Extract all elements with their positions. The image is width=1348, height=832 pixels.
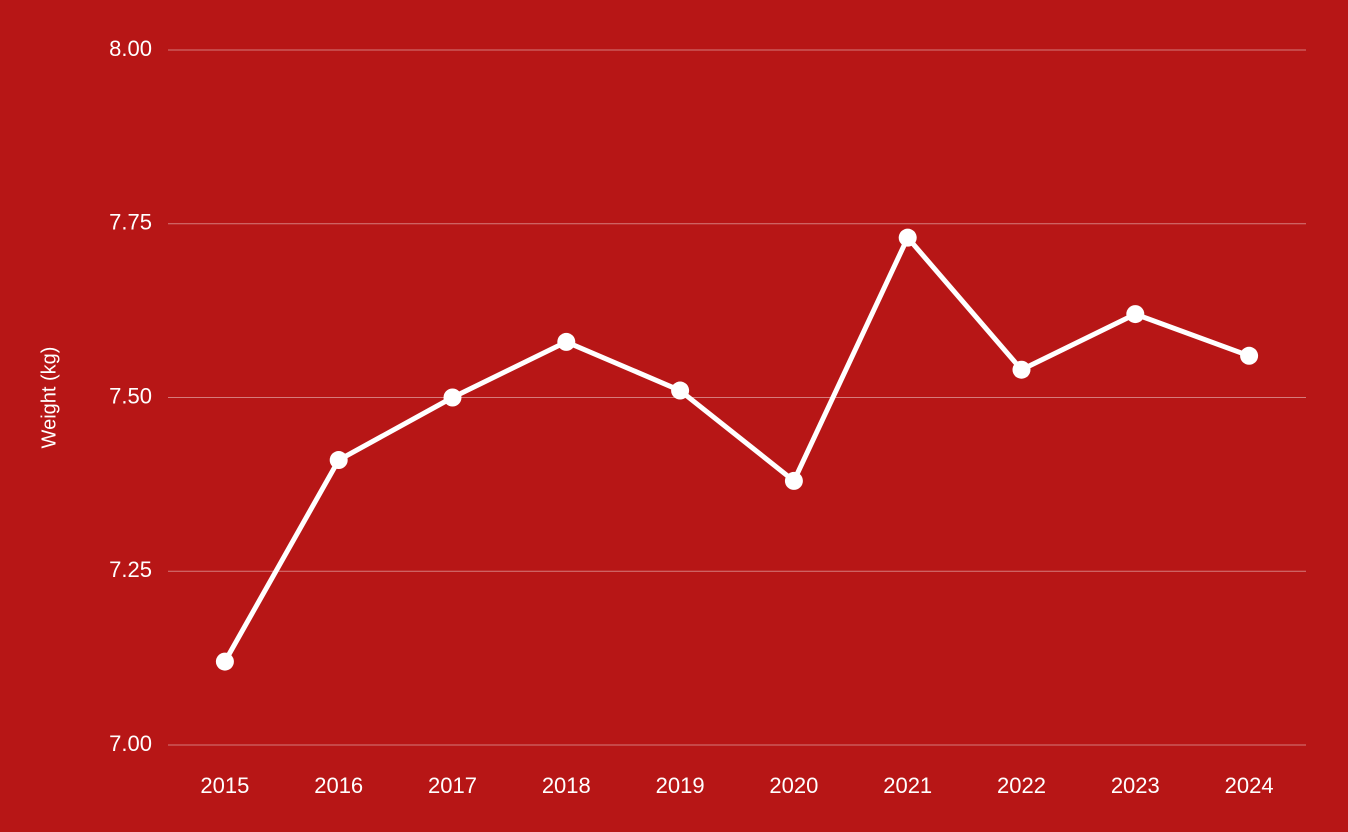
data-point — [1240, 347, 1258, 365]
x-tick-label: 2024 — [1225, 773, 1274, 798]
y-tick-label: 7.25 — [109, 557, 152, 582]
chart-svg: 7.00 7.25 7.50 7.75 8.00 2015 2016 2017 2018 2019… — [0, 0, 1348, 832]
x-tick-label: 2017 — [428, 773, 477, 798]
y-tick-label: 7.00 — [109, 731, 152, 756]
data-point — [1013, 361, 1031, 379]
data-point — [785, 472, 803, 490]
data-point — [216, 653, 234, 671]
y-tick-label: 8.00 — [109, 36, 152, 61]
x-tick-label: 2016 — [314, 773, 363, 798]
x-tick-label: 2020 — [769, 773, 818, 798]
y-axis-label: Weight (kg) — [38, 347, 60, 449]
y-tick-label: 7.50 — [109, 383, 152, 408]
y-tick-label: 7.75 — [109, 210, 152, 235]
line-chart: 7.00 7.25 7.50 7.75 8.00 2015 2016 2017 2018 2019… — [0, 0, 1348, 832]
data-point — [444, 389, 462, 407]
x-tick-label: 2023 — [1111, 773, 1160, 798]
data-point — [671, 382, 689, 400]
x-tick-label: 2021 — [883, 773, 932, 798]
data-point — [899, 229, 917, 247]
x-tick-label: 2019 — [656, 773, 705, 798]
data-point — [557, 333, 575, 351]
x-tick-label: 2022 — [997, 773, 1046, 798]
x-tick-label: 2015 — [200, 773, 249, 798]
x-tick-label: 2018 — [542, 773, 591, 798]
chart-background — [0, 0, 1348, 832]
data-point — [1126, 305, 1144, 323]
data-point — [330, 451, 348, 469]
